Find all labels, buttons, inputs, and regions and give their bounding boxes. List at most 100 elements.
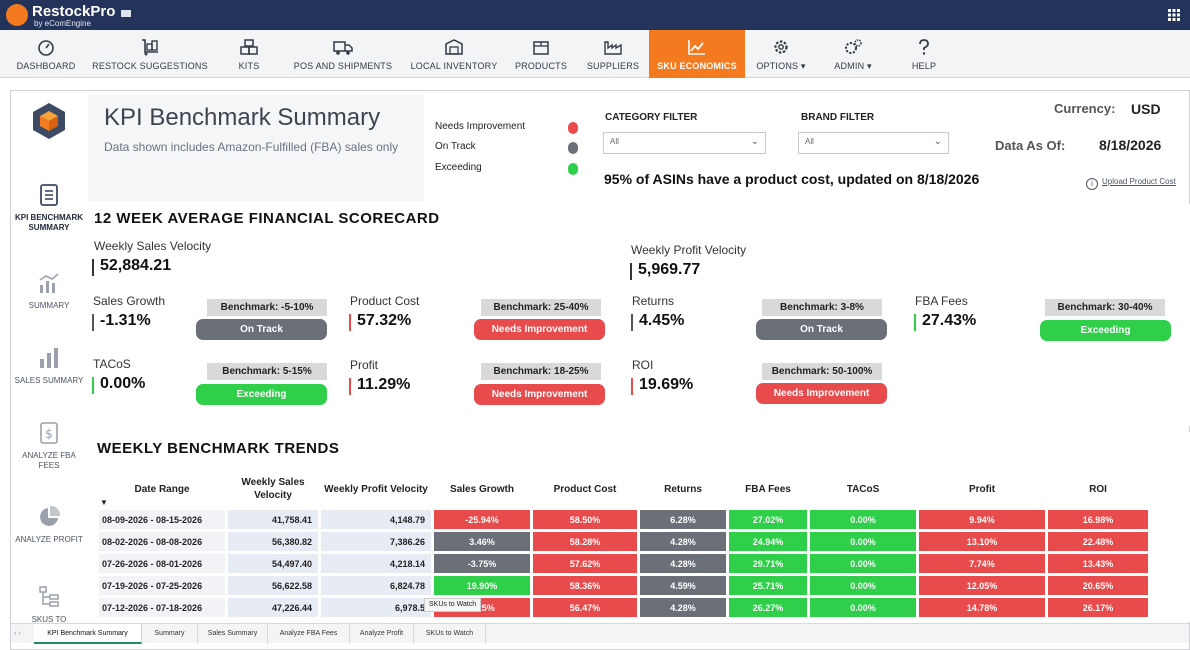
table-cell: 0.00%: [810, 510, 916, 529]
nav-suppliers[interactable]: SUPPLIERS: [582, 30, 644, 78]
column-header[interactable]: FBA Fees: [745, 483, 791, 495]
exceeding-dot-icon: [568, 163, 578, 175]
legend-label: On Track: [435, 141, 476, 152]
table-cell: 4.28%: [640, 598, 726, 617]
table-row: 07-19-2026 - 07-25-2026 56,622.58 6,824.78…: [99, 576, 1148, 595]
tab-summary[interactable]: Summary: [142, 624, 198, 644]
table-cell: 27.02%: [729, 510, 807, 529]
table-cell: 07-19-2026 - 07-25-2026: [99, 576, 225, 595]
nav-pos-and-shipments[interactable]: POS AND SHIPMENTS: [290, 30, 396, 78]
main-nav: DASHBOARD RESTOCK SUGGESTIONS KITS POS A…: [0, 30, 1190, 78]
nav-admin[interactable]: ADMIN ▾: [824, 30, 882, 78]
document-icon: [40, 184, 58, 206]
data-as-of-label: Data As Of:: [995, 138, 1066, 153]
product-cost-value: 57.32%: [349, 312, 411, 331]
brand-filter-label: BRAND FILTER: [801, 112, 875, 123]
column-header[interactable]: TACoS: [846, 483, 880, 495]
box-icon: [533, 41, 549, 55]
bar-line-icon: [39, 273, 59, 293]
sidebar-item-summary[interactable]: SUMMARY: [11, 271, 87, 311]
nav-sku-economics[interactable]: SKU ECONOMICS: [649, 30, 745, 78]
column-header[interactable]: ROI: [1089, 483, 1107, 495]
column-header[interactable]: Profit: [968, 483, 996, 495]
nav-dashboard[interactable]: DASHBOARD: [6, 30, 86, 78]
table-cell: 56,380.82: [228, 532, 318, 551]
sidebar-item-skus-to-watch[interactable]: SKUS TO: [11, 585, 87, 625]
table-cell: 07-12-2026 - 07-18-2026: [99, 598, 225, 617]
legend-label: Needs Improvement: [435, 121, 526, 132]
nav-options[interactable]: OPTIONS ▾: [752, 30, 810, 78]
tab-scroll-arrows[interactable]: ‹ ›: [14, 630, 21, 637]
sidebar-item-sales-summary[interactable]: SALES SUMMARY: [11, 346, 87, 386]
nav-local-inventory[interactable]: LOCAL INVENTORY: [406, 30, 502, 78]
category-filter-select[interactable]: All ⌄: [603, 132, 766, 154]
brand-filter-select[interactable]: All ⌄: [798, 132, 949, 154]
sidebar-item-analyze-profit[interactable]: ANALYZE PROFIT: [11, 505, 87, 545]
table-cell: 6,978.5: [321, 598, 431, 617]
sidebar-item-kpi-benchmark-summary[interactable]: KPI BENCHMARK SUMMARY: [11, 183, 87, 233]
tacos-benchmark: Benchmark: 5-15%: [207, 363, 327, 380]
nav-label: DASHBOARD: [16, 61, 76, 71]
gears-icon: [845, 39, 862, 54]
nav-kits[interactable]: KITS: [218, 30, 280, 78]
category-filter-value: All: [610, 137, 619, 146]
column-header[interactable]: Weekly Sales Velocity: [241, 477, 305, 501]
column-header[interactable]: Returns: [664, 483, 702, 495]
table-cell: 57.62%: [533, 554, 637, 573]
app-logo-icon: [33, 103, 65, 139]
asin-cost-note: 95% of ASINs have a product cost, update…: [604, 171, 980, 187]
tab-skus-to-watch[interactable]: SKUs to Watch: [414, 624, 486, 644]
question-icon: [919, 39, 929, 55]
sidebar-item-label: SALES SUMMARY: [14, 376, 84, 385]
fba-fees-label: FBA Fees: [915, 294, 968, 308]
profit-benchmark: Benchmark: 18-25%: [481, 363, 601, 380]
nav-label: KITS: [238, 61, 260, 71]
tab-sales-summary[interactable]: Sales Summary: [198, 624, 268, 644]
tab-analyze-profit[interactable]: Analyze Profit: [350, 624, 414, 644]
table-cell: 4,148.79: [321, 510, 431, 529]
tacos-status: Exceeding: [196, 384, 327, 405]
boxes-icon: [240, 39, 258, 55]
restockpro-logo[interactable]: RestockPro by eComEngine: [4, 2, 134, 28]
profit-value-text: 11.29%: [357, 376, 411, 393]
table-cell: 58.28%: [533, 532, 637, 551]
table-cell: 08-09-2026 - 08-15-2026: [99, 510, 225, 529]
profit-status: Needs Improvement: [474, 384, 605, 405]
column-header[interactable]: Weekly Profit Velocity: [324, 483, 428, 495]
weekly-sales-value-text: 52,884.21: [100, 257, 172, 274]
nav-help[interactable]: HELP: [900, 30, 948, 78]
value-bar: [631, 314, 633, 331]
product-cost-label: Product Cost: [350, 294, 420, 308]
sort-desc-icon[interactable]: ▼: [100, 498, 108, 507]
value-bar: [349, 378, 351, 395]
chevron-down-icon: ⌄: [750, 136, 759, 147]
report-sidebar: KPI BENCHMARK SUMMARY SUMMARY SALES SUMM…: [11, 91, 87, 627]
fba-fees-value-text: 27.43%: [922, 312, 977, 329]
column-header[interactable]: Date Range: [134, 483, 190, 495]
upload-product-cost-link[interactable]: i Upload Product Cost: [1086, 177, 1176, 190]
tab-kpi-benchmark-summary[interactable]: KPI Benchmark Summary: [34, 624, 142, 644]
nav-products[interactable]: PRODUCTS: [510, 30, 572, 78]
table-cell: 41,758.41: [228, 510, 318, 529]
sales-growth-value: -1.31%: [92, 312, 151, 331]
column-header[interactable]: Product Cost: [553, 483, 617, 495]
table-cell: 3.46%: [434, 532, 530, 551]
table-cell: 7.74%: [919, 554, 1045, 573]
table-cell: 58.50%: [533, 510, 637, 529]
table-cell: 19.90%: [434, 576, 530, 595]
sales-growth-label: Sales Growth: [93, 294, 166, 308]
svg-text:$: $: [45, 427, 53, 441]
table-cell: 4.59%: [640, 576, 726, 595]
weekly-sales-velocity-value: 52,884.21: [92, 257, 172, 276]
us-flag-icon[interactable]: [121, 10, 131, 17]
nav-label: POS AND SHIPMENTS: [293, 61, 393, 71]
tab-analyze-fba-fees[interactable]: Analyze FBA Fees: [268, 624, 350, 644]
table-cell: 13.10%: [919, 532, 1045, 551]
column-header[interactable]: Sales Growth: [450, 483, 514, 495]
app-grid-icon[interactable]: [1168, 9, 1180, 21]
weekly-profit-velocity-value: 5,969.77: [630, 261, 700, 280]
trends-table-body: 08-09-2026 - 08-15-2026 41,758.41 4,148.79…: [99, 510, 1148, 617]
table-cell: 07-26-2026 - 08-01-2026: [99, 554, 225, 573]
nav-restock-suggestions[interactable]: RESTOCK SUGGESTIONS: [90, 30, 210, 78]
sidebar-item-analyze-fba-fees[interactable]: $ ANALYZE FBA FEES: [11, 421, 87, 471]
